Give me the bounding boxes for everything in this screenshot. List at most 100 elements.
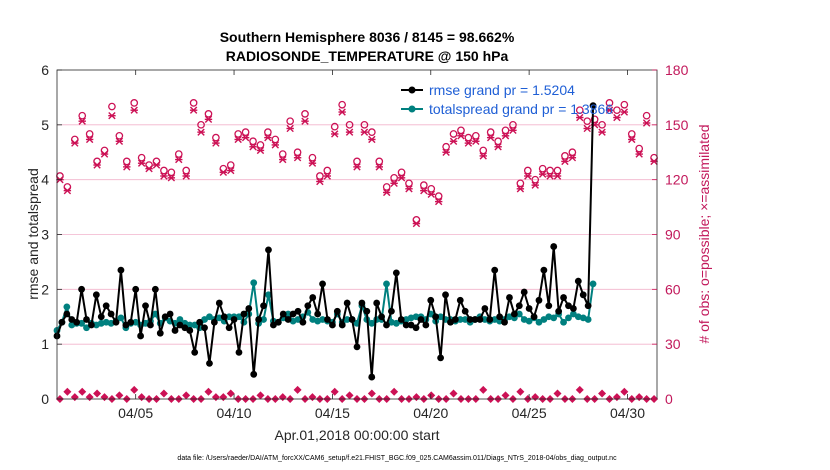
legend-rmse-label: rmse grand pr = 1.5204 — [429, 82, 575, 98]
rmse-point — [191, 348, 199, 356]
rmse-point — [486, 316, 494, 323]
obs-possible-point — [405, 179, 413, 188]
obs-assimilated-point — [449, 137, 458, 145]
rmse-point — [569, 305, 577, 312]
legend: rmse grand pr = 1.5204 totalspread grand… — [401, 82, 613, 117]
obs-possible-point — [234, 130, 243, 138]
rmse-point — [432, 313, 440, 321]
obs-assimilated-point — [137, 159, 146, 167]
obs-assimilated-point — [130, 106, 138, 114]
obs-possible-point — [635, 144, 644, 153]
rmse-point — [250, 370, 258, 378]
rmse-point — [309, 294, 317, 301]
obs-possible-point — [457, 126, 465, 135]
obs-possible-point — [627, 130, 636, 138]
chart-subtitle: RADIOSONDE_TEMPERATURE @ 150 hPa — [226, 48, 509, 64]
obs-assimilated-point — [234, 135, 242, 144]
footnote: data file: /Users/raeder/DAI/ATM_forcXX/… — [177, 455, 617, 462]
obs-assimilated-point — [568, 154, 577, 162]
obs-assimilated-point — [405, 185, 413, 193]
obs-rejected-point — [182, 391, 191, 400]
totalspread-point — [260, 316, 267, 323]
obs-possible-point — [397, 168, 406, 177]
rmse-point — [319, 280, 326, 288]
obs-assimilated-point — [85, 135, 94, 144]
obs-assimilated-point — [316, 177, 324, 186]
obs-assimilated-point — [308, 159, 317, 167]
obs-possible-point — [115, 131, 124, 140]
rmse-point — [329, 321, 336, 329]
rmse-point — [555, 307, 563, 315]
obs-possible-point — [561, 152, 569, 160]
rmse-point — [560, 294, 567, 301]
rmse-point — [496, 313, 504, 321]
rmse-point — [294, 307, 302, 315]
obs-rejected-point — [427, 391, 436, 400]
obs-rejected-point — [390, 387, 399, 396]
obs-possible-point — [345, 120, 354, 129]
obs-possible-point — [316, 172, 324, 180]
obs-assimilated-point — [479, 152, 487, 160]
obs-assimilated-point — [524, 172, 532, 180]
totalspread-point — [176, 316, 184, 323]
totalspread-point — [117, 314, 125, 322]
obs-possible-point — [160, 166, 168, 175]
obs-assimilated-point — [264, 133, 272, 142]
rmse-point — [515, 302, 523, 310]
legend-rmse-marker — [408, 86, 416, 94]
obs-assimilated-point — [576, 113, 584, 122]
obs-rejected-point — [412, 393, 421, 402]
rmse-point — [166, 310, 174, 318]
obs-rejected-point — [93, 389, 102, 398]
obs-possible-point — [449, 130, 458, 138]
obs-rejected-point — [575, 385, 584, 394]
obs-possible-point — [368, 128, 376, 136]
rmse-point — [88, 321, 95, 329]
obs-count-markers — [55, 99, 659, 403]
obs-assimilated-point — [650, 157, 658, 166]
obs-possible-point — [286, 117, 295, 126]
rmse-point — [304, 302, 312, 310]
rmse-point — [373, 299, 381, 307]
rmse-point — [240, 310, 248, 318]
obs-rejected-point — [159, 389, 168, 398]
obs-possible-point — [486, 128, 495, 136]
y-right-tick-label: 180 — [665, 62, 689, 78]
y-right-tick-label: 90 — [665, 227, 681, 243]
rmse-point — [102, 302, 110, 310]
obs-assimilated-point — [613, 113, 621, 122]
obs-assimilated-point — [256, 146, 265, 155]
rmse-point — [230, 316, 238, 323]
totalspread-point — [456, 316, 464, 323]
obs-assimilated-point — [145, 165, 153, 173]
obs-possible-point — [575, 106, 584, 115]
rmse-point — [358, 299, 366, 307]
obs-rejected-point — [130, 385, 139, 394]
rmse-point — [378, 313, 385, 321]
rmse-point — [388, 307, 395, 315]
rmse-point — [73, 318, 81, 326]
obs-assimilated-point — [63, 186, 72, 195]
rmse-point — [442, 291, 449, 299]
obs-assimilated-point — [93, 161, 101, 169]
obs-assimilated-point — [108, 111, 116, 120]
obs-assimilated-point — [197, 128, 205, 136]
legend-spread-marker — [408, 105, 416, 113]
obs-possible-point — [338, 100, 346, 109]
y-axis-left-ticks: 0 1 2 3 4 5 6 — [41, 62, 62, 407]
obs-assimilated-point — [160, 172, 168, 180]
rmse-point — [540, 266, 548, 274]
rmse-point — [132, 285, 140, 293]
obs-possible-point — [509, 120, 517, 129]
rmse-point — [186, 327, 194, 334]
obs-assimilated-point — [412, 219, 421, 228]
obs-assimilated-point — [642, 119, 651, 127]
rmse-point — [112, 318, 120, 326]
x-tick-label: 04/10 — [217, 405, 252, 421]
rmse-point — [476, 316, 484, 323]
totalspread-point — [265, 291, 272, 299]
obs-possible-point — [122, 157, 131, 166]
rmse-point — [481, 305, 489, 312]
obs-possible-point — [212, 133, 220, 142]
series-lines — [53, 102, 597, 381]
